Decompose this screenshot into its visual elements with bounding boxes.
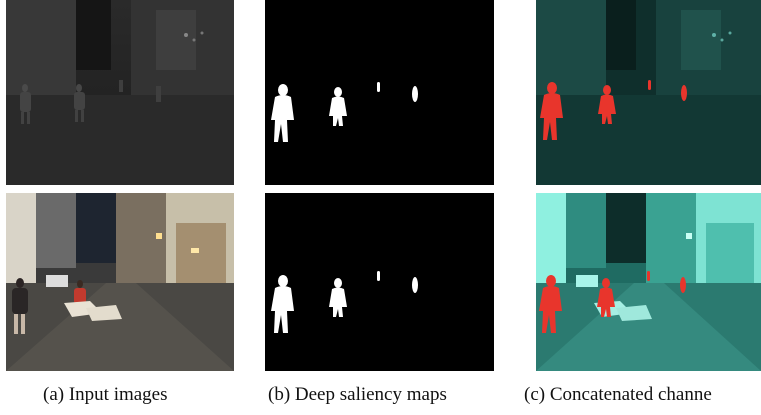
saliency-map-bottom (265, 193, 494, 371)
concatenated-image-top (536, 0, 761, 185)
caption-c: (c) Concatenated channe (524, 384, 712, 405)
concatenated-image-bottom (536, 193, 761, 371)
caption-b: (b) Deep saliency maps (268, 384, 447, 405)
input-image-thermal (6, 0, 234, 185)
input-image-rgb (6, 193, 234, 371)
saliency-map-top (265, 0, 494, 185)
caption-a: (a) Input images (43, 384, 168, 405)
